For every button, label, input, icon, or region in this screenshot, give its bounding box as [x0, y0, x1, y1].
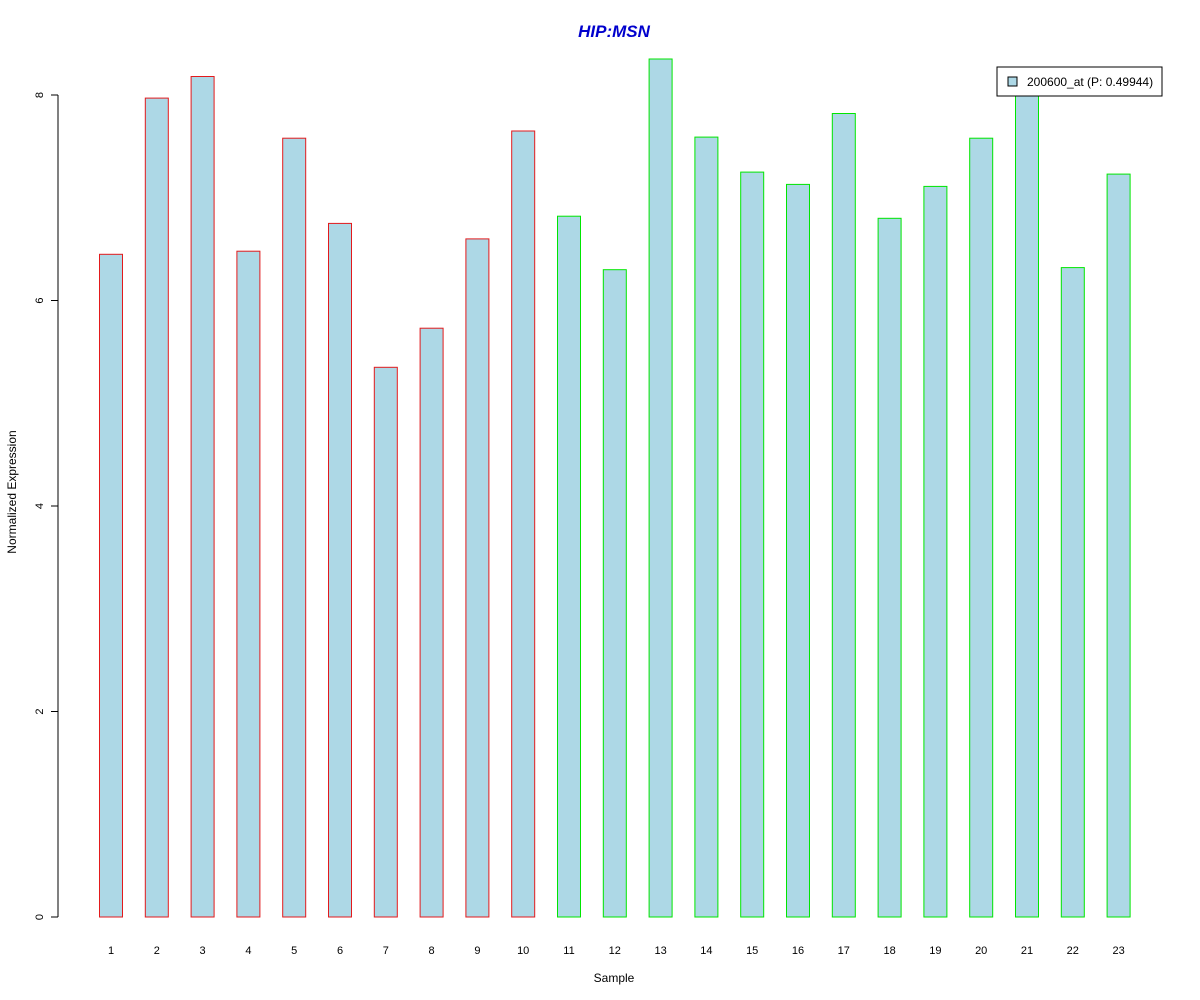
x-tick-label: 22 [1067, 945, 1079, 957]
x-tick-label: 14 [700, 945, 712, 957]
x-tick-label: 1 [108, 945, 114, 957]
bar [282, 137, 307, 918]
y-tick-label: 4 [34, 503, 46, 509]
x-tick-label: 23 [1112, 945, 1124, 957]
x-tick-labels: 1 2 3 4 5 6 7 8 9 10 11 12 13 14 15 16 17 18 19 20 21 22 23 [108, 945, 1125, 957]
x-tick-label: 3 [200, 945, 206, 957]
bars [99, 58, 1131, 918]
x-tick-label: 6 [337, 945, 343, 957]
x-tick-label: 5 [291, 945, 297, 957]
x-tick-label: 11 [563, 945, 574, 957]
x-axis-label: Sample [594, 971, 635, 985]
bar [144, 97, 169, 918]
x-tick-label: 17 [838, 945, 850, 957]
bar [99, 253, 123, 918]
x-tick-label: 20 [975, 945, 987, 957]
y-tick-label: 8 [34, 92, 46, 98]
y-axis-label: Normalized Expression [5, 430, 19, 553]
y-tick-label: 2 [34, 708, 46, 714]
bar [602, 269, 627, 918]
bar [419, 327, 444, 918]
x-tick-label: 8 [429, 945, 435, 957]
bar [648, 58, 673, 918]
bar [328, 222, 352, 918]
bar [511, 130, 536, 918]
x-tick-label: 10 [517, 945, 529, 957]
y-tick-label: 6 [34, 297, 46, 303]
bar [1060, 267, 1085, 918]
x-tick-label: 9 [474, 945, 480, 957]
bar [1015, 84, 1039, 918]
y-tick-label: 0 [34, 914, 46, 920]
chart-title: HIP:MSN [578, 22, 651, 41]
x-tick-label: 12 [609, 945, 621, 957]
legend: 200600_at (P: 0.49944) [996, 66, 1163, 97]
legend-entry-label: 200600_at (P: 0.49944) [1027, 75, 1153, 89]
bar [465, 238, 490, 918]
bar [557, 215, 581, 918]
bar [190, 76, 215, 918]
x-tick-label: 19 [929, 945, 941, 957]
x-tick-label: 21 [1021, 945, 1033, 957]
legend-box [996, 66, 1163, 97]
bar [694, 136, 719, 918]
x-tick-label: 7 [383, 945, 389, 957]
bar [373, 366, 398, 918]
x-tick-label: 18 [883, 945, 895, 957]
bar [831, 113, 856, 918]
x-tick-label: 2 [154, 945, 160, 957]
bar [877, 217, 902, 918]
bar [740, 171, 765, 918]
y-axis: 0 2 4 6 8 [34, 92, 59, 920]
x-tick-label: 15 [746, 945, 758, 957]
legend-swatch [1007, 76, 1018, 87]
bar [786, 183, 810, 918]
bar [923, 185, 948, 918]
bar [1106, 173, 1131, 918]
x-tick-label: 4 [245, 945, 251, 957]
x-tick-label: 13 [654, 945, 666, 957]
bar [236, 250, 261, 918]
bar [969, 137, 994, 918]
x-tick-label: 16 [792, 945, 804, 957]
